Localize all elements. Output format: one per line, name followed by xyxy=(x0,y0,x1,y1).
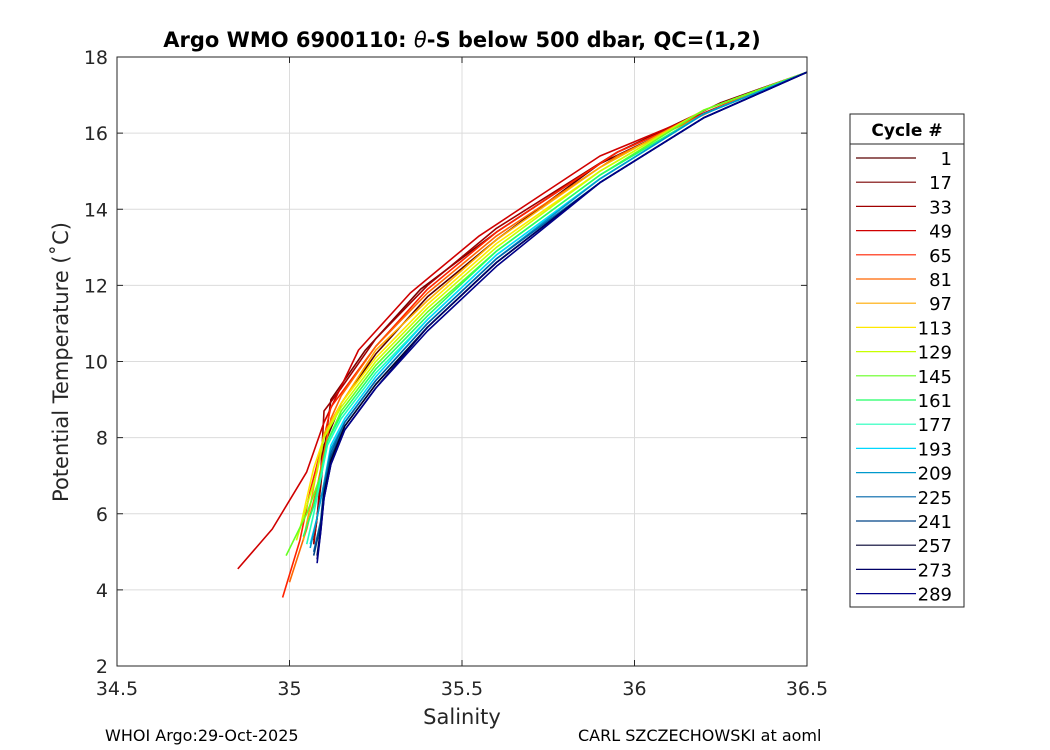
grid xyxy=(116,56,808,667)
series-line-cycle-241 xyxy=(312,71,808,556)
legend-label: 161 xyxy=(918,391,952,412)
series-line-cycle-177 xyxy=(305,71,808,545)
legend-label: 81 xyxy=(929,270,952,291)
series-line-cycle-225 xyxy=(312,71,808,552)
series-line-cycle-65 xyxy=(281,71,808,598)
series-line-cycle-129 xyxy=(295,71,808,541)
legend-label: 209 xyxy=(918,464,952,485)
legend-label: 17 xyxy=(929,173,952,194)
series-line-cycle-1 xyxy=(312,71,808,545)
series-line-cycle-97 xyxy=(302,71,808,541)
legend: Cycle # 1 17 33 49 65 81 97 113 129 145 161 177 193 2… xyxy=(849,113,965,608)
y-tick-label: 4 xyxy=(96,580,108,602)
y-tick-label: 10 xyxy=(84,352,108,374)
legend-label: 33 xyxy=(929,197,952,218)
title-rest: -S below 500 dbar, QC=(1,2) xyxy=(427,28,761,52)
series-line-cycle-209 xyxy=(309,71,808,549)
series-line-cycle-33 xyxy=(312,71,808,545)
y-tick-label: 6 xyxy=(96,504,108,526)
legend-label: 129 xyxy=(918,343,952,364)
y-axis-label: Potential Temperature (˚C) xyxy=(49,222,73,502)
x-axis-label: Salinity xyxy=(423,705,501,729)
x-tick-label: 36.5 xyxy=(786,678,828,700)
series-line-cycle-17 xyxy=(312,71,808,541)
series-line-cycle-161 xyxy=(302,71,808,537)
y-axis-ticks: 2 4 6 8 10 12 14 16 18 xyxy=(84,47,807,678)
legend-box xyxy=(849,113,965,608)
legend-label: 145 xyxy=(918,367,952,388)
title-main: Argo WMO 6900110: xyxy=(163,28,414,52)
legend-label: 289 xyxy=(918,585,952,606)
legend-label: 257 xyxy=(918,536,952,557)
y-tick-label: 8 xyxy=(96,428,108,450)
y-tick-label: 12 xyxy=(84,275,108,297)
x-tick-label: 35.5 xyxy=(441,678,483,700)
series-line-cycle-145 xyxy=(285,71,808,556)
legend-label: 1 xyxy=(941,149,952,170)
footer-left: WHOI Argo:29-Oct-2025 xyxy=(105,726,299,745)
footer-right: CARL SZCZECHOWSKI at aoml xyxy=(578,726,822,745)
x-tick-label: 35 xyxy=(277,678,301,700)
legend-label: 97 xyxy=(929,294,952,315)
series-line-cycle-49 xyxy=(237,71,808,570)
legend-label: 113 xyxy=(918,318,952,339)
legend-title: Cycle # xyxy=(871,121,942,141)
x-axis-ticks: 34.5 35 35.5 36 36.5 xyxy=(96,57,828,700)
y-tick-label: 2 xyxy=(96,656,108,678)
legend-label: 65 xyxy=(929,246,952,267)
legend-label: 49 xyxy=(929,222,952,243)
x-tick-label: 34.5 xyxy=(96,678,138,700)
y-tick-label: 18 xyxy=(84,47,108,69)
legend-label: 273 xyxy=(918,560,952,581)
legend-label: 225 xyxy=(918,488,952,509)
title-theta: θ xyxy=(414,28,427,52)
series-line-cycle-289 xyxy=(316,71,808,564)
y-tick-label: 16 xyxy=(84,123,108,145)
legend-label: 177 xyxy=(918,415,952,436)
series-line-cycle-113 xyxy=(299,71,808,530)
series-line-cycle-81 xyxy=(288,71,808,583)
legend-label: 241 xyxy=(918,512,952,533)
chart-title: Argo WMO 6900110: θ-S below 500 dbar, QC… xyxy=(163,28,760,52)
y-tick-label: 14 xyxy=(84,199,108,221)
series-line-cycle-193 xyxy=(309,71,808,545)
legend-label: 193 xyxy=(918,439,952,460)
series-lines xyxy=(237,71,808,598)
x-tick-label: 36 xyxy=(622,678,646,700)
